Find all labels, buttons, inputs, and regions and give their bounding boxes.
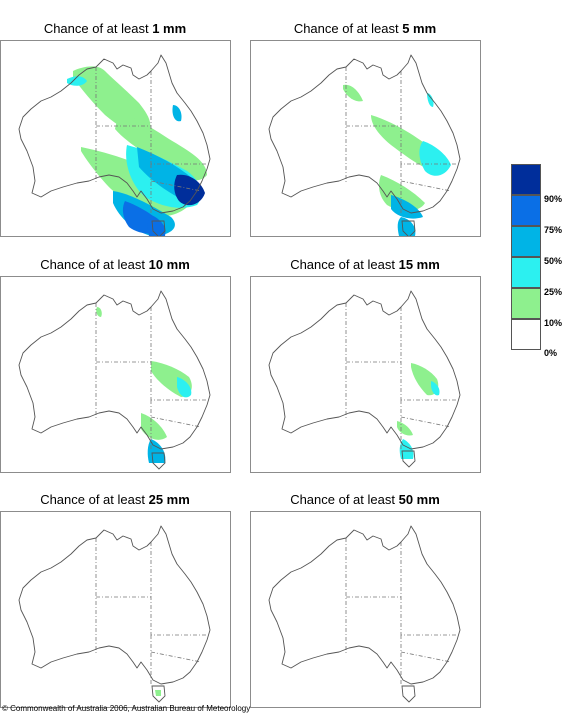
legend-swatch-50 <box>511 226 541 257</box>
legend-label-50: 50% <box>544 256 563 266</box>
legend-swatch-75 <box>511 195 541 226</box>
rain-probability-areas <box>96 307 192 463</box>
legend-label-90: 90% <box>544 194 563 204</box>
australia-map <box>250 276 481 473</box>
panel-title: Chance of at least 15 mm <box>290 257 440 272</box>
tasmania-coastline <box>401 450 416 468</box>
copyright-notice: © Commonwealth of Australia 2006, Austra… <box>2 704 251 713</box>
tasmania-coastline <box>401 220 416 236</box>
australia-coastline <box>18 290 211 450</box>
legend-swatch-10 <box>511 288 541 319</box>
tasmania-coastline <box>151 452 166 470</box>
state-borders <box>345 538 457 686</box>
australia-coastline <box>18 525 211 685</box>
australia-coastline <box>268 54 461 214</box>
rain-probability-areas <box>397 363 440 459</box>
panel-title: Chance of at least 50 mm <box>290 492 440 507</box>
legend-swatch-90 <box>511 164 541 195</box>
panel-title: Chance of at least 1 mm <box>43 21 187 36</box>
rain-probability-areas <box>343 84 451 236</box>
australia-coastline <box>268 525 461 685</box>
tasmania-coastline <box>401 685 416 703</box>
australia-coastline <box>18 54 211 214</box>
legend-label-25: 25% <box>544 287 563 297</box>
australia-map <box>250 40 481 237</box>
australia-map <box>0 511 231 708</box>
tasmania-coastline <box>151 685 166 703</box>
panel-title: Chance of at least 25 mm <box>40 492 190 507</box>
rain-probability-area <box>155 690 161 696</box>
probability-legend: 90% 75% 50% 25% 10% 0% <box>511 164 570 364</box>
tasmania-coastline <box>151 220 166 236</box>
australia-coastline <box>268 290 461 450</box>
rain-probability-areas <box>67 66 207 236</box>
legend-label-0: 0% <box>544 348 558 358</box>
panel-title: Chance of at least 5 mm <box>293 21 437 36</box>
australia-map <box>0 276 231 473</box>
state-borders <box>95 538 207 686</box>
legend-swatch-25 <box>511 257 541 288</box>
panel-title: Chance of at least 10 mm <box>40 257 190 272</box>
legend-swatch-0 <box>511 319 541 350</box>
australia-map <box>250 511 481 708</box>
australia-map <box>0 40 231 237</box>
legend-label-75: 75% <box>544 225 563 235</box>
legend-label-10: 10% <box>544 318 563 328</box>
